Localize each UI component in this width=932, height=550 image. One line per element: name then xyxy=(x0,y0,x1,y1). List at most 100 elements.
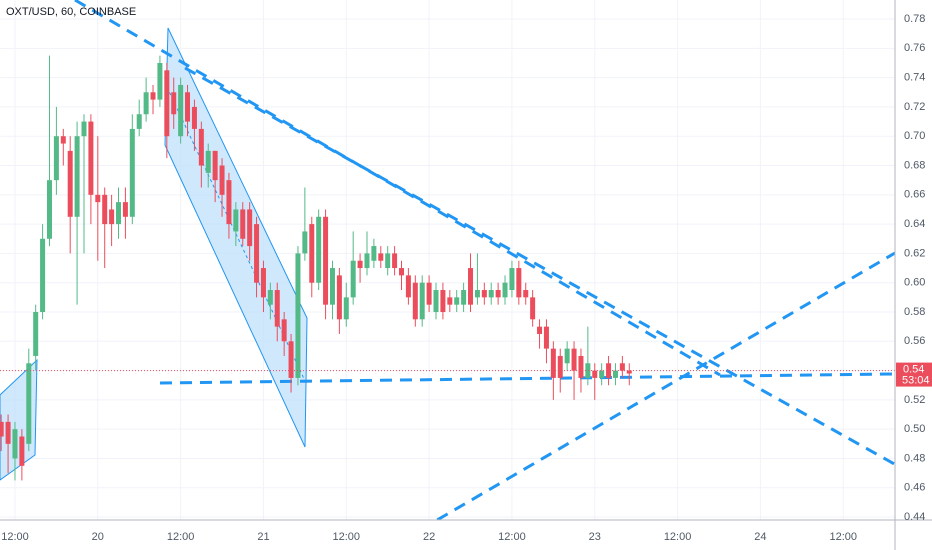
x-tick-label: 12:00 xyxy=(167,531,195,543)
x-tick-label: 12:00 xyxy=(1,531,29,543)
candle-body xyxy=(371,246,377,261)
candle-body xyxy=(316,216,322,283)
candle-body xyxy=(247,209,253,247)
candle-body xyxy=(516,268,522,298)
candle-body xyxy=(557,355,563,378)
candle-body xyxy=(136,114,142,129)
candle-body xyxy=(198,128,204,166)
candle-body xyxy=(74,136,80,217)
candle-body xyxy=(129,128,135,217)
candle-body xyxy=(88,121,94,195)
candle-body xyxy=(357,260,363,269)
candle-body xyxy=(109,209,115,225)
candle-body xyxy=(12,429,18,459)
candle-body xyxy=(46,180,52,239)
candle-body xyxy=(412,282,418,320)
candle-body xyxy=(226,180,232,225)
candle-body xyxy=(585,363,591,378)
candle-body xyxy=(405,275,411,298)
trend-line xyxy=(184,66,932,487)
x-tick-label: 12:00 xyxy=(333,531,361,543)
candle-body xyxy=(260,268,266,298)
trend-line xyxy=(74,0,721,377)
candle-body xyxy=(454,297,460,305)
y-tick-label: 0.72 xyxy=(904,101,925,113)
y-tick-label: 0.52 xyxy=(904,394,925,406)
candle-body xyxy=(33,312,39,356)
candle-body xyxy=(419,282,425,320)
parallel-channel xyxy=(0,358,38,481)
candle-body xyxy=(543,326,549,349)
candle-body xyxy=(240,209,246,239)
candle-body xyxy=(219,165,225,195)
candle-body xyxy=(102,194,108,225)
candle-body xyxy=(143,92,149,115)
x-tick-label: 22 xyxy=(423,531,435,543)
candle-body xyxy=(599,370,605,378)
candle-body xyxy=(233,209,239,232)
candle-body xyxy=(302,231,308,254)
time-axis xyxy=(0,520,932,550)
candle-body xyxy=(185,92,191,122)
candle-body xyxy=(481,290,487,298)
candle-body xyxy=(336,275,342,320)
candle-body xyxy=(26,363,32,444)
candle-body xyxy=(612,370,618,378)
candle-body xyxy=(509,268,515,291)
candle-body xyxy=(295,253,301,378)
candle-body xyxy=(537,326,543,334)
candle-body xyxy=(329,268,335,305)
candle-body xyxy=(178,84,184,137)
candle-body xyxy=(288,341,294,378)
x-tick-label: 23 xyxy=(589,531,601,543)
candle-body xyxy=(364,253,370,269)
candle-body xyxy=(171,92,177,115)
x-tick-label: 20 xyxy=(92,531,104,543)
y-tick-label: 0.66 xyxy=(904,189,925,201)
y-tick-label: 0.48 xyxy=(904,452,925,464)
y-tick-label: 0.74 xyxy=(904,72,925,84)
candle-body xyxy=(385,253,391,269)
candle-body xyxy=(592,370,598,378)
candle-body xyxy=(81,121,87,137)
candle-body xyxy=(5,421,11,444)
candle-body xyxy=(495,290,501,298)
x-tick-label: 12:00 xyxy=(664,531,692,543)
y-tick-label: 0.70 xyxy=(904,130,925,142)
candle-body xyxy=(474,290,480,298)
candle-body xyxy=(343,297,349,320)
candle-body xyxy=(350,260,356,298)
x-tick-label: 21 xyxy=(257,531,269,543)
candle-body xyxy=(578,355,584,378)
candle-body xyxy=(426,282,432,305)
y-tick-label: 0.62 xyxy=(904,247,925,259)
candle-body xyxy=(205,150,211,173)
y-tick-label: 0.60 xyxy=(904,277,925,289)
price-axis xyxy=(895,0,932,550)
candle-body xyxy=(323,216,329,305)
chart-title: OXT/USD, 60, COINBASE xyxy=(6,6,136,18)
candle-body xyxy=(212,150,218,181)
candle-body xyxy=(461,290,467,305)
x-tick-label: 12:00 xyxy=(829,531,857,543)
candle-body xyxy=(157,62,163,100)
trend-line xyxy=(419,251,896,532)
y-tick-label: 0.44 xyxy=(904,511,925,523)
y-tick-label: 0.50 xyxy=(904,423,925,435)
candle-body xyxy=(488,290,494,298)
y-tick-label: 0.56 xyxy=(904,335,925,347)
candle-body xyxy=(626,370,632,374)
candle-body xyxy=(191,106,197,129)
candle-body xyxy=(309,224,315,283)
candle-body xyxy=(19,436,25,466)
candle-body xyxy=(440,290,446,312)
x-tick-label: 24 xyxy=(754,531,766,543)
candle-body xyxy=(502,282,508,298)
trend-line xyxy=(159,372,896,385)
candle-body xyxy=(164,70,170,137)
candle-body xyxy=(564,348,570,364)
candle-body xyxy=(281,319,287,342)
candle-body xyxy=(468,268,474,305)
candle-body xyxy=(378,253,384,261)
